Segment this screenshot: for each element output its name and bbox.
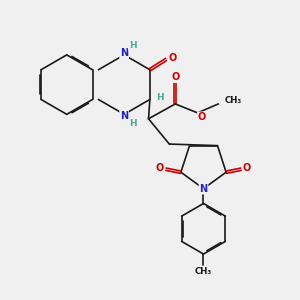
Text: CH₃: CH₃ <box>225 96 242 105</box>
Text: N: N <box>200 184 208 194</box>
Text: H: H <box>129 119 136 128</box>
Text: O: O <box>243 163 251 173</box>
Text: N: N <box>120 48 128 59</box>
Text: O: O <box>172 72 180 82</box>
Text: CH₃: CH₃ <box>195 267 212 276</box>
Text: N: N <box>120 111 128 121</box>
Text: H: H <box>129 41 136 50</box>
Text: O: O <box>168 53 176 63</box>
Text: H: H <box>157 94 164 103</box>
Text: O: O <box>156 163 164 173</box>
Text: O: O <box>198 112 206 122</box>
